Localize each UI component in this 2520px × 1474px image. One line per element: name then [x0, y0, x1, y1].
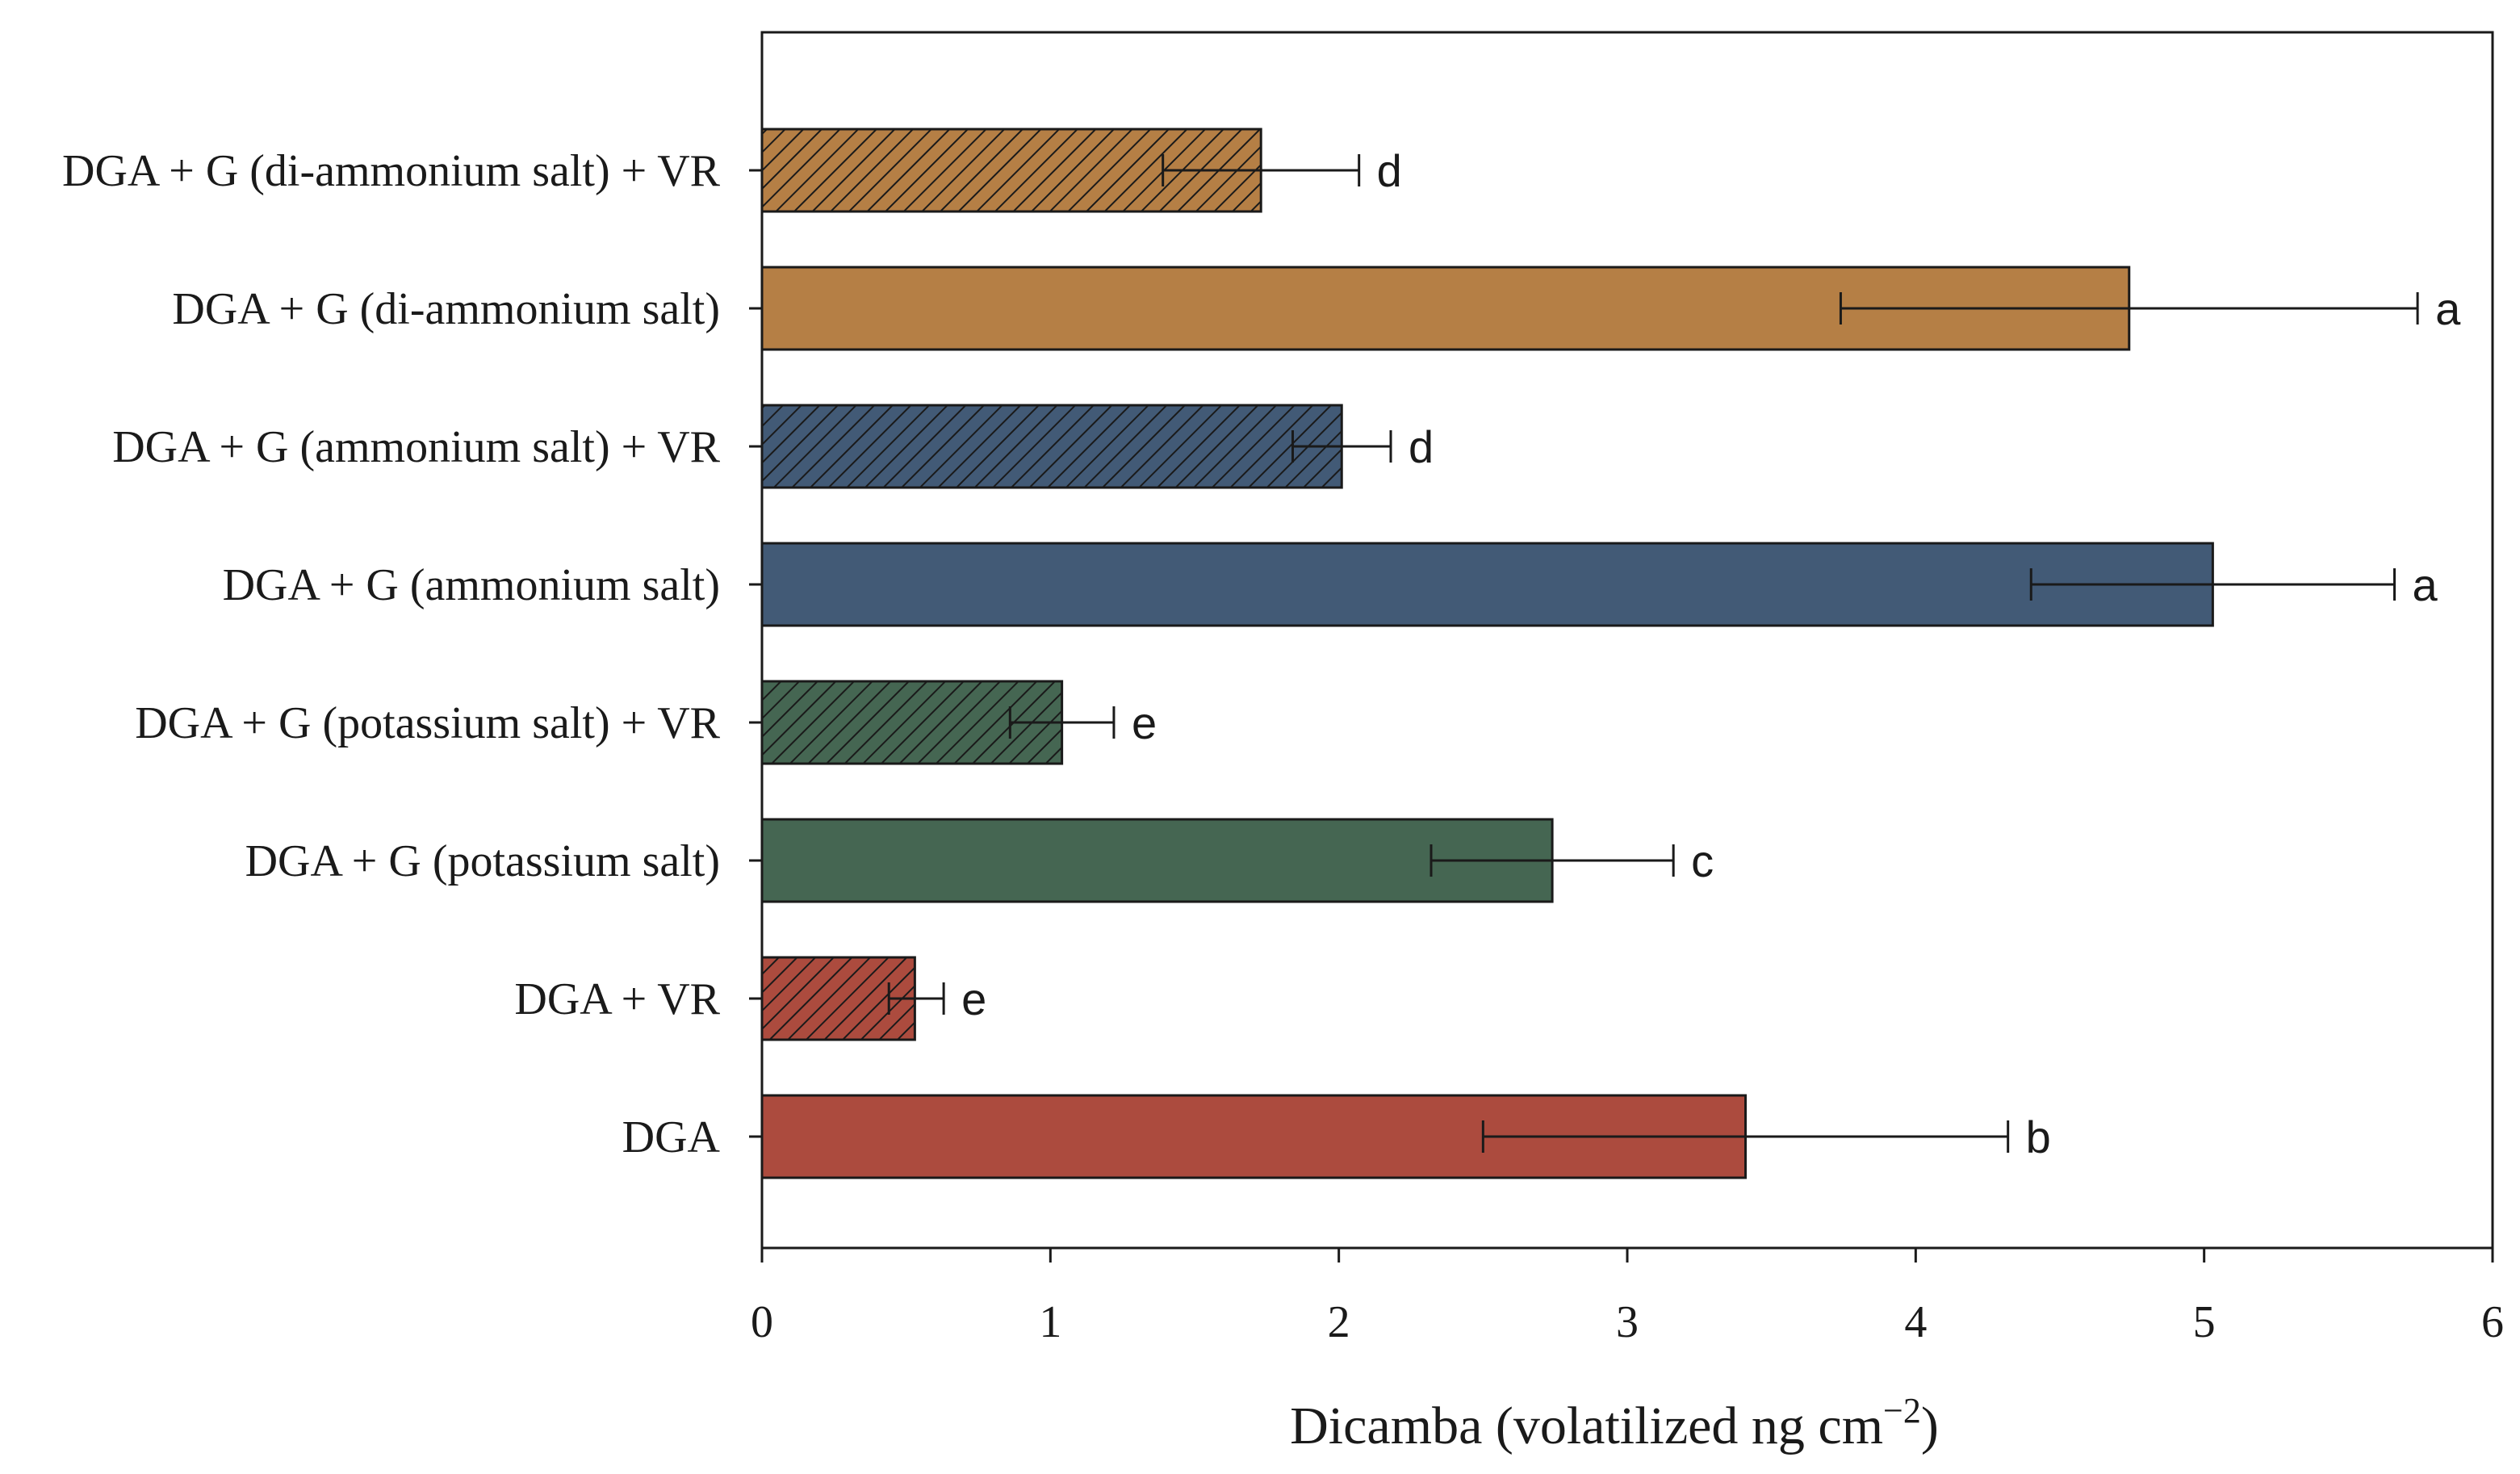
error-bar-6 — [1430, 844, 1675, 877]
x-axis-title-superscript: −2 — [1883, 1391, 1921, 1430]
x-axis-title-main: Dicamba (volatilized ng cm — [1290, 1397, 1883, 1455]
x-axis: 0 1 2 3 4 5 6 — [749, 169, 2504, 1347]
category-label-1: DGA + G (di-ammonium salt) + VR — [62, 146, 721, 196]
significance-label-1: d — [1377, 145, 1402, 196]
category-label-4: DGA + G (ammonium salt) — [223, 560, 720, 610]
x-axis-title: Dicamba (volatilized ng cm−2) — [1290, 1391, 1939, 1455]
x-axis-title-close: ) — [1921, 1397, 1939, 1455]
error-bar-5 — [1008, 706, 1116, 739]
error-bar-7 — [887, 982, 945, 1015]
category-label-3: DGA + G (ammonium salt) + VR — [112, 422, 720, 472]
error-bar-1 — [1162, 154, 1361, 186]
x-tick-label-0: 0 — [751, 1297, 773, 1347]
category-label-6: DGA + G (potassium salt) — [245, 836, 720, 886]
error-bar-2 — [1839, 292, 2419, 325]
category-labels-layer: DGA + G (di-ammonium salt) + VR DGA + G (… — [62, 146, 721, 1162]
significance-label-7: e — [961, 974, 986, 1024]
error-bar-3 — [1291, 430, 1392, 463]
x-tick-label-5: 5 — [2193, 1297, 2216, 1347]
significance-label-2: a — [2435, 283, 2461, 334]
category-label-2: DGA + G (di-ammonium salt) — [172, 284, 720, 334]
error-bar-4 — [2029, 568, 2397, 601]
x-tick-label-4: 4 — [1904, 1297, 1927, 1347]
bar-3 — [760, 404, 1343, 489]
error-bars-layer — [887, 154, 2419, 1153]
significance-label-6: c — [1691, 835, 1714, 886]
bar-4 — [760, 542, 2214, 627]
significance-label-8: b — [2026, 1112, 2051, 1162]
category-label-8: DGA — [622, 1112, 721, 1162]
bars-layer — [760, 128, 2214, 1179]
x-tick-label-1: 1 — [1039, 1297, 1061, 1347]
error-bar-8 — [1481, 1120, 2010, 1153]
x-tick-label-3: 3 — [1616, 1297, 1639, 1347]
significance-label-4: a — [2413, 559, 2438, 610]
category-label-7: DGA + VR — [514, 974, 720, 1024]
category-label-5: DGA + G (potassium salt) + VR — [135, 698, 720, 748]
significance-labels-layer: d a d a e c e b — [961, 145, 2461, 1162]
x-tick-label-6: 6 — [2481, 1297, 2504, 1347]
significance-label-3: d — [1409, 421, 1434, 472]
x-tick-label-2: 2 — [1328, 1297, 1350, 1347]
significance-label-5: e — [1132, 697, 1157, 748]
plot-frame — [760, 31, 2494, 1250]
